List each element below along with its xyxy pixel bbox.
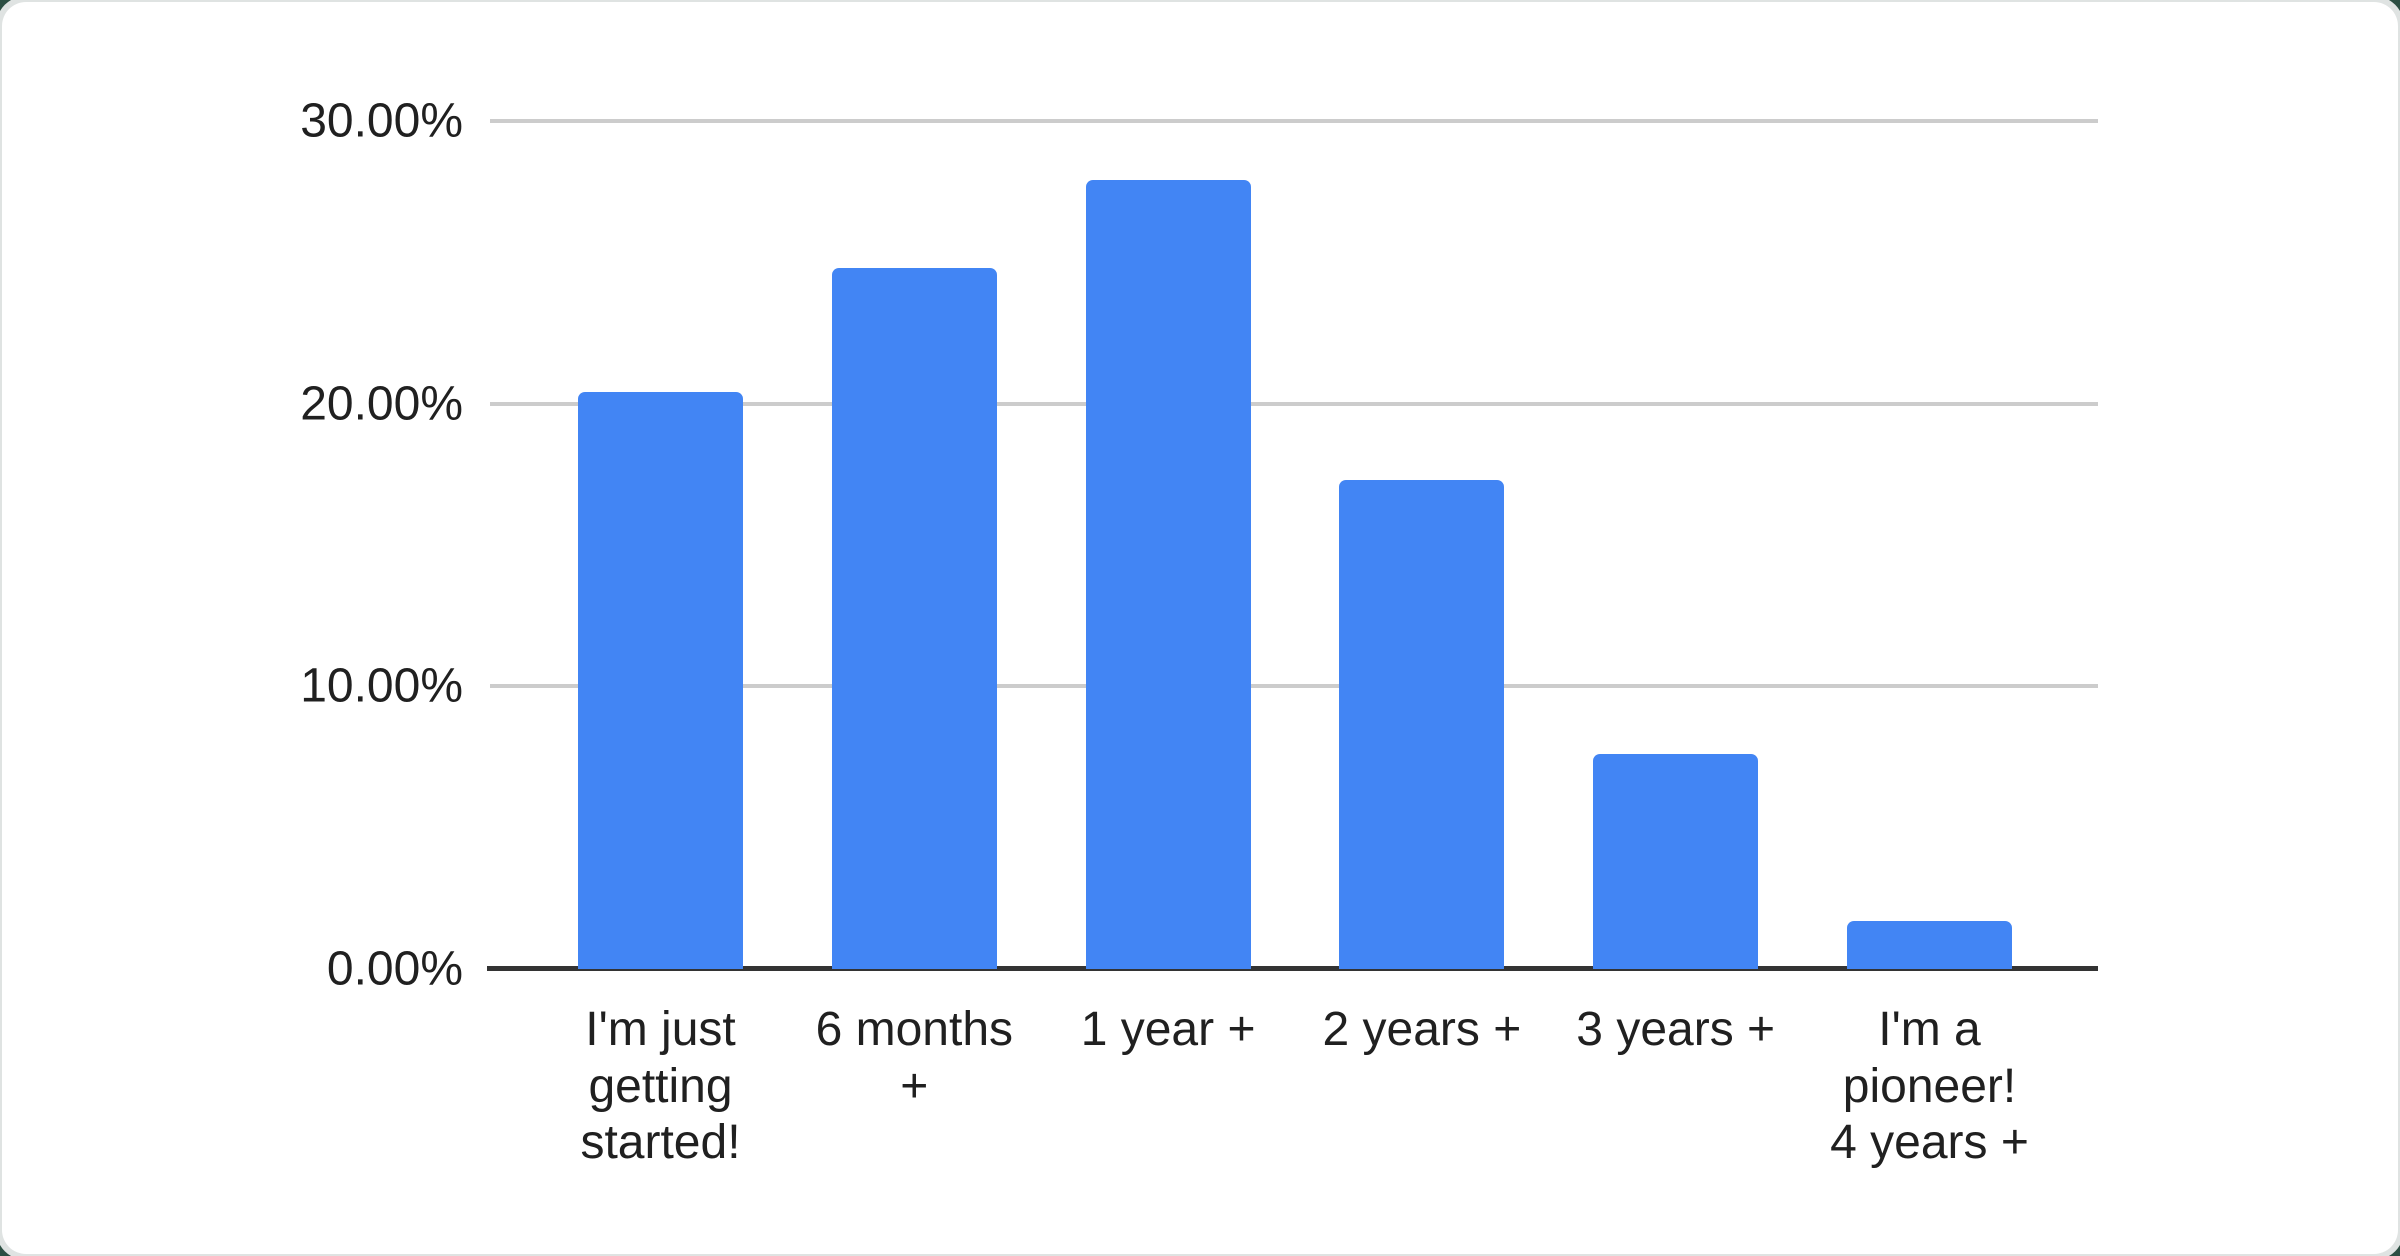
bar-5[interactable] <box>1847 920 2012 969</box>
bar-0[interactable] <box>578 392 743 969</box>
bar-3[interactable] <box>1339 479 1505 969</box>
y-tick-label-30: 30.00% <box>300 94 463 148</box>
y-tick-label-20: 20.00% <box>300 377 463 431</box>
y-tick-label-0: 0.00% <box>326 942 463 996</box>
bar-1[interactable] <box>831 267 997 969</box>
y-tick-label-10: 10.00% <box>300 659 463 713</box>
gridline-10 <box>490 684 2098 689</box>
x-axis-line <box>487 966 2098 971</box>
x-tick-label-4: 3 years + <box>1576 1003 1776 1056</box>
x-tick-label-5: I'm a pioneer! 4 years + <box>1830 1003 2029 1170</box>
x-tick-label-3: 2 years + <box>1322 1003 1522 1056</box>
bar-4[interactable] <box>1593 754 1759 969</box>
x-tick-label-0: I'm just getting started! <box>580 1003 741 1170</box>
gridline-30 <box>490 119 2098 123</box>
x-tick-label-2: 1 year + <box>1080 1003 1256 1056</box>
x-tick-label-1: 6 months + <box>815 1003 1014 1113</box>
gridline-20 <box>490 401 2098 406</box>
bar-2[interactable] <box>1085 180 1251 969</box>
